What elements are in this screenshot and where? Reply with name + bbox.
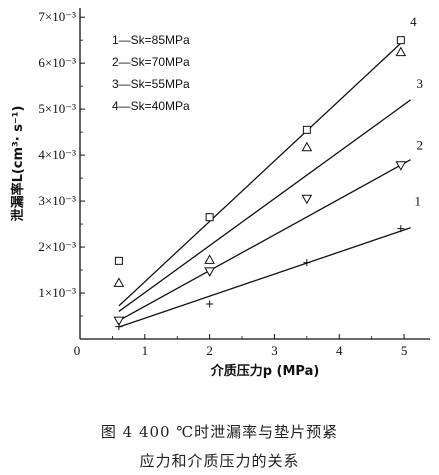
fit-line-3: [118, 99, 411, 312]
data-points: [113, 36, 407, 331]
data-point-series-3: [395, 46, 407, 57]
legend-entry-1: 1—Sk=85MPa: [112, 33, 190, 47]
y-tick-label: 4×10⁻³: [38, 147, 76, 162]
x-tick-label: 5: [401, 343, 408, 358]
y-tick-label: 5×10⁻³: [38, 101, 76, 116]
axes: 0 1 2 3 4 5 1×10⁻³ 2×10⁻³ 3×10⁻³ 4×10⁻³ 5×10⁻³ 6×10…: [10, 8, 430, 379]
x-tick-label: 0: [74, 343, 81, 358]
figure-caption-line-2: 应力和介质压力的关系: [139, 452, 300, 470]
data-point-series-2: [395, 161, 407, 171]
x-tick-label: 2: [206, 343, 213, 358]
series-label-4: 4: [410, 14, 417, 29]
data-point-series-1: [115, 323, 123, 331]
series-label-3: 3: [417, 76, 424, 91]
legend: 1—Sk=85MPa 2—Sk=70MPa 3—Sk=55MPa 4—Sk=40MPa: [112, 33, 190, 113]
data-point-series-3: [204, 254, 215, 264]
fit-lines: [118, 39, 411, 328]
data-point-series-2: [204, 267, 215, 277]
y-tick-label: 6×10⁻³: [38, 55, 76, 70]
data-point-series-4: [114, 256, 123, 265]
y-tick-label: 7×10⁻³: [38, 9, 76, 24]
legend-entry-2: 2—Sk=70MPa: [112, 55, 190, 69]
x-tick-label: 4: [336, 343, 343, 358]
data-point-series-3: [113, 277, 125, 287]
y-tick-label: 2×10⁻³: [38, 239, 76, 254]
y-tick-label: 1×10⁻³: [38, 285, 76, 300]
data-point-series-2: [301, 194, 313, 205]
data-point-series-1: [397, 225, 405, 233]
data-point-series-4: [302, 125, 311, 134]
chart: 0 1 2 3 4 5 1×10⁻³ 2×10⁻³ 3×10⁻³ 4×10⁻³ 5×10⁻³ 6×10…: [10, 8, 430, 379]
data-point-series-3: [301, 141, 313, 152]
line-labels: 4 3 2 1: [410, 14, 423, 209]
legend-entry-3: 3—Sk=55MPa: [112, 77, 190, 91]
series-label-2: 2: [417, 138, 424, 153]
y-axis-title: 泄漏率L(cm³· s⁻¹): [10, 106, 26, 222]
series-label-1: 1: [415, 194, 422, 209]
fit-line-4: [118, 39, 405, 307]
data-point-series-1: [206, 300, 214, 308]
data-point-series-1: [303, 259, 311, 267]
x-tick-label: 3: [271, 343, 278, 358]
data-point-series-2: [113, 316, 125, 327]
x-tick-label: 1: [142, 343, 149, 358]
y-tick-label: 3×10⁻³: [38, 193, 76, 208]
fit-line-1: [118, 227, 411, 328]
legend-entry-4: 4—Sk=40MPa: [112, 99, 190, 113]
x-axis-title: 介质压力p (MPa): [210, 363, 320, 379]
figure-caption-line-1: 图 4 400 ℃时泄漏率与垫片预紧: [100, 423, 339, 441]
data-point-series-4: [205, 213, 214, 222]
fit-line-2: [118, 159, 411, 322]
data-point-series-4: [396, 36, 405, 45]
